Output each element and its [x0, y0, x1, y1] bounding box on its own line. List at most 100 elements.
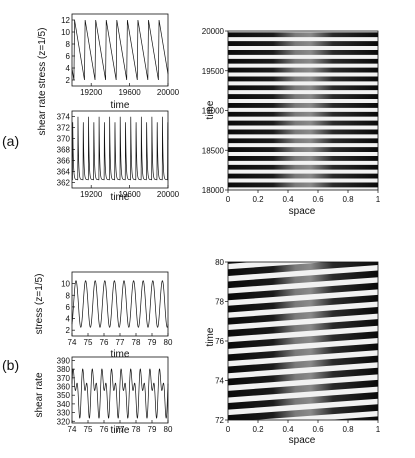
panel-a-stress-plot: stress (z=1/5) time 19200 19600 20000 2 4 6 8 1… [37, 13, 180, 111]
panel-b-heatmap-band [228, 319, 378, 337]
panel-b-shear-ytick-label: 360 [57, 383, 71, 392]
panel-a-heatmap-background [228, 31, 378, 190]
panel-b-stress-ytick-label: 4 [66, 315, 71, 324]
panel-b-stress-xlabel: time [111, 349, 130, 360]
panel-a-heatmap-xtick-label: 0 [226, 195, 231, 204]
panel-a-heatmap-band [228, 173, 378, 179]
panel-a-stress-ytick-label: 4 [66, 64, 71, 73]
panel-a-shear-ylabel: shear rate [37, 90, 48, 135]
panel-b-stress-ytick-label: 2 [66, 326, 71, 335]
panel-a-heatmap-band [228, 76, 378, 82]
panel-b-shear-ytick-label: 370 [57, 374, 71, 383]
panel-a-heatmap-band [228, 32, 378, 38]
panel-a-heatmap: time space 0 0.2 0.4 0.6 0.8 1 18000 18500 19000… [202, 23, 381, 217]
panel-a-heatmap-band [228, 129, 378, 135]
panel-a-heatmap-ylabel: time [205, 100, 216, 119]
panel-a-stress-ytick-label: 6 [66, 52, 71, 61]
panel-a-shear-ytick-label: 362 [57, 179, 71, 188]
panel-a-heatmap-xtick-label: 0.4 [282, 195, 294, 204]
panel-a-heatmap-xtick-label: 0.6 [312, 195, 324, 204]
panel-b-heatmap-xtick-label: 1 [376, 425, 381, 434]
panel-b-shear-ytick-label: 390 [57, 356, 71, 365]
panel-label-a: (a) [2, 133, 19, 149]
panel-b-shear-xtick-label: 75 [84, 425, 93, 434]
panel-b-heatmap-band [228, 294, 378, 313]
panel-a-shear-xtick-label: 19600 [118, 190, 141, 199]
panel-b-stress-xtick-label: 77 [116, 338, 125, 347]
panel-b-heatmap-ytick-label: 72 [215, 416, 224, 425]
panel-b-shear-ytick-label: 320 [57, 417, 71, 426]
panel-a-heatmap-band [228, 138, 378, 144]
panel-b-stress-ylabel: stress (z=1/5) [34, 274, 45, 335]
panel-a-heatmap-xtick-label: 0.8 [342, 195, 354, 204]
panel-b-heatmap-band [228, 262, 378, 276]
panel-a-stress-ytick-label: 12 [61, 16, 70, 25]
panel-a-heatmap-ytick-label: 19000 [202, 107, 225, 116]
panel-b-heatmap-xtick-label: 0.2 [252, 425, 264, 434]
panel-a-stress-ytick-label: 2 [66, 76, 71, 85]
panel-b-shear-xtick-label: 79 [148, 425, 157, 434]
panel-a-heatmap-xlabel: space [289, 206, 316, 217]
panel-a-heatmap-band [228, 164, 378, 170]
panel-b-shear-xtick-label: 78 [132, 425, 141, 434]
panel-b-stress-xtick-label: 75 [84, 338, 93, 347]
panel-b-shear-ytick-label: 350 [57, 391, 71, 400]
panel-b-heatmap-band [228, 282, 378, 301]
panel-b-shear-ytick-label: 330 [57, 409, 71, 418]
panel-b-heatmap-xlabel: space [289, 435, 316, 446]
panel-b-heatmap-band [228, 331, 378, 349]
panel-b-stress-xtick-label: 78 [132, 338, 141, 347]
panel-a-shear-ytick-label: 374 [57, 113, 71, 122]
panel-a-stress-frame [71, 13, 169, 87]
panel-a-heatmap-band [228, 67, 378, 73]
panel-a-heatmap-band [228, 155, 378, 161]
panel-a-heatmap-band [228, 94, 378, 100]
panel-a-heatmap-band [228, 102, 378, 108]
panel-a-heatmap-band [228, 23, 378, 28]
panel-b-heatmap-band [228, 379, 378, 398]
panel-b-heatmap-band [228, 355, 378, 374]
panel-a-heatmap-band [228, 49, 378, 55]
panel-b-heatmap-band [228, 404, 378, 420]
panel-b-shear-series-line [71, 368, 169, 419]
panel-a-shear-plot: shear rate time 19200 19600 20000 362 364 366… [37, 90, 180, 203]
panel-b-shear-xtick-label: 80 [164, 425, 173, 434]
panel-a-heatmap-xtick-label: 0.2 [252, 195, 264, 204]
panel-a-stress-xtick-label: 20000 [157, 88, 180, 97]
panel-a-shear-ytick-label: 366 [57, 157, 71, 166]
panel-b-heatmap-band [228, 306, 378, 325]
panel-b-heatmap-ytick-label: 74 [215, 377, 224, 386]
panel-b-heatmap-ytick-label: 76 [215, 337, 224, 346]
panel-a-stress-xlabel: time [111, 100, 130, 111]
panel-b-heatmap-xtick-label: 0.4 [282, 425, 294, 434]
panel-a-heatmap-band [228, 191, 378, 196]
panel-b-stress-xtick-label: 76 [100, 338, 109, 347]
panel-a-stress-ylabel: stress (z=1/5) [37, 28, 48, 89]
panel-a-heatmap-band [228, 111, 378, 117]
panel-b-heatmap-ytick-label: 78 [215, 298, 224, 307]
panel-a-shear-series-line [71, 116, 169, 181]
panel-b-stress-xtick-label: 74 [68, 338, 77, 347]
panel-b-heatmap-band [228, 262, 254, 264]
panel-a-heatmap-band [228, 147, 378, 153]
panel-b-stress-plot: stress (z=1/5) time 74 75 76 77 78 79 80 2 4 6 8 10 [34, 271, 173, 360]
panel-a-heatmap-ytick-label: 18500 [202, 146, 225, 155]
panel-b-stress-ytick-label: 10 [61, 280, 70, 289]
panel-b-heatmap-band [228, 392, 378, 410]
panel-b-heatmap-xtick-label: 0.8 [342, 425, 354, 434]
panel-b-shear-ytick-label: 340 [57, 400, 71, 409]
panel-a-heatmap-ytick-label: 18000 [202, 186, 225, 195]
panel-a-shear-ytick-label: 368 [57, 146, 71, 155]
panel-b-heatmap: time space 0 0.2 0.4 0.6 0.8 1 72 74 76 78 80 [205, 258, 381, 446]
panel-b-stress-ytick-label: 6 [66, 303, 71, 312]
panel-b-heatmap-band [328, 416, 378, 420]
panel-b-stress-ytick-label: 8 [66, 291, 71, 300]
panel-b-stress-frame [71, 271, 169, 337]
panel-a-shear-ytick-label: 364 [57, 168, 71, 177]
panel-b-shear-ylabel: shear rate [34, 372, 45, 417]
panel-a-shear-ytick-label: 370 [57, 135, 71, 144]
panel-a-heatmap-band [228, 182, 378, 188]
panel-label-b: (b) [2, 357, 19, 373]
panel-a-heatmap-band [228, 41, 378, 47]
